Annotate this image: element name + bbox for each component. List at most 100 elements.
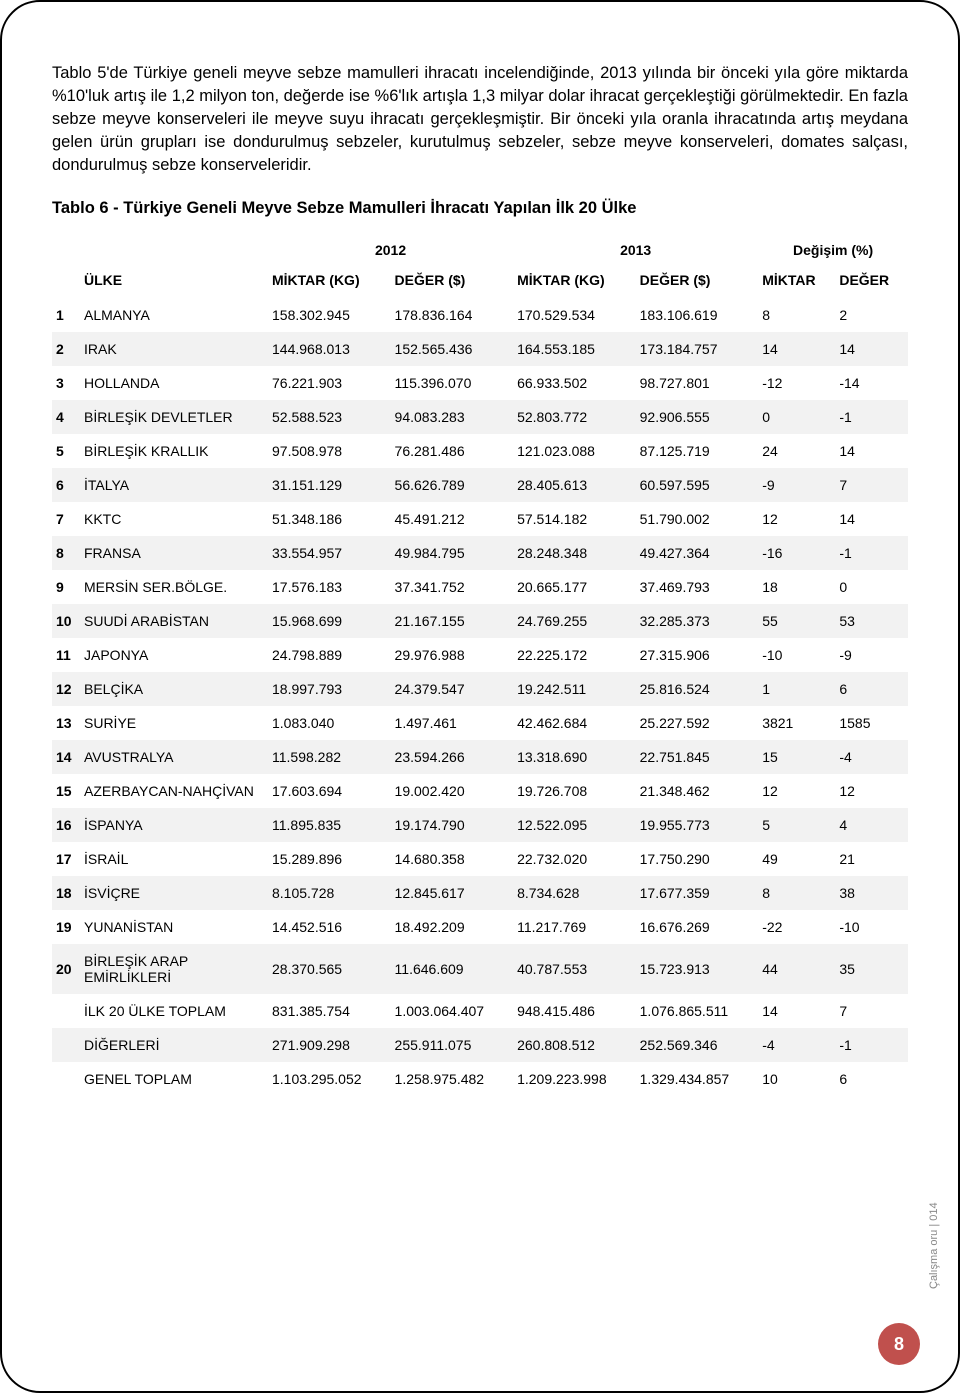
row-qty-2012: 15.289.896: [268, 842, 391, 876]
row-country: MERSİN SER.BÖLGE.: [80, 570, 268, 604]
row-country: ALMANYA: [80, 298, 268, 332]
row-index: 8: [52, 536, 80, 570]
row-index: 9: [52, 570, 80, 604]
row-country: İTALYA: [80, 468, 268, 502]
row-chg-val: 0: [835, 570, 908, 604]
summary-chg-qty: 14: [758, 994, 835, 1028]
summary-qty-2012: 831.385.754: [268, 994, 391, 1028]
summary-qty-2013: 260.808.512: [513, 1028, 636, 1062]
table-row: 1ALMANYA158.302.945178.836.164170.529.53…: [52, 298, 908, 332]
row-chg-val: 35: [835, 944, 908, 994]
table-body: 1ALMANYA158.302.945178.836.164170.529.53…: [52, 298, 908, 1096]
row-chg-val: 21: [835, 842, 908, 876]
row-index: 4: [52, 400, 80, 434]
summary-qty-2013: 1.209.223.998: [513, 1062, 636, 1096]
summary-chg-val: 7: [835, 994, 908, 1028]
row-qty-2013: 24.769.255: [513, 604, 636, 638]
row-val-2012: 76.281.486: [391, 434, 514, 468]
summary-row: İLK 20 ÜLKE TOPLAM831.385.7541.003.064.4…: [52, 994, 908, 1028]
summary-qty-2012: 271.909.298: [268, 1028, 391, 1062]
col-val-2013: DEĞER ($): [636, 264, 759, 298]
row-chg-qty: -12: [758, 366, 835, 400]
row-qty-2012: 33.554.957: [268, 536, 391, 570]
row-chg-val: 14: [835, 502, 908, 536]
row-country: İSVİÇRE: [80, 876, 268, 910]
row-chg-val: 4: [835, 808, 908, 842]
row-val-2013: 27.315.906: [636, 638, 759, 672]
intro-paragraph: Tablo 5'de Türkiye geneli meyve sebze ma…: [52, 62, 908, 177]
row-val-2013: 21.348.462: [636, 774, 759, 808]
table-title: Tablo 6 - Türkiye Geneli Meyve Sebze Mam…: [52, 199, 908, 218]
summary-chg-qty: 10: [758, 1062, 835, 1096]
table-row: 17İSRAİL15.289.89614.680.35822.732.02017…: [52, 842, 908, 876]
table-head: 2012 2013 Değişim (%) ÜLKE MİKTAR (KG) D…: [52, 236, 908, 298]
row-val-2012: 19.002.420: [391, 774, 514, 808]
year-2013: 2013: [513, 236, 758, 264]
row-qty-2013: 22.732.020: [513, 842, 636, 876]
row-val-2013: 32.285.373: [636, 604, 759, 638]
row-chg-val: -10: [835, 910, 908, 944]
table-row: 9MERSİN SER.BÖLGE.17.576.18337.341.75220…: [52, 570, 908, 604]
summary-val-2012: 1.003.064.407: [391, 994, 514, 1028]
row-chg-qty: -16: [758, 536, 835, 570]
row-qty-2012: 31.151.129: [268, 468, 391, 502]
col-val-2012: DEĞER ($): [391, 264, 514, 298]
row-qty-2012: 14.452.516: [268, 910, 391, 944]
row-val-2012: 178.836.164: [391, 298, 514, 332]
row-qty-2013: 52.803.772: [513, 400, 636, 434]
row-qty-2013: 42.462.684: [513, 706, 636, 740]
row-chg-val: 14: [835, 332, 908, 366]
row-index: 20: [52, 944, 80, 994]
row-index: 17: [52, 842, 80, 876]
row-qty-2013: 28.248.348: [513, 536, 636, 570]
row-country: SURİYE: [80, 706, 268, 740]
col-chg-qty: MİKTAR: [758, 264, 835, 298]
row-index: 19: [52, 910, 80, 944]
row-chg-val: 7: [835, 468, 908, 502]
row-chg-qty: 14: [758, 332, 835, 366]
col-qty-2013: MİKTAR (KG): [513, 264, 636, 298]
table-row: 7KKTC51.348.18645.491.21257.514.18251.79…: [52, 502, 908, 536]
row-qty-2012: 17.603.694: [268, 774, 391, 808]
row-val-2012: 12.845.617: [391, 876, 514, 910]
row-qty-2012: 17.576.183: [268, 570, 391, 604]
row-chg-qty: 24: [758, 434, 835, 468]
row-val-2012: 21.167.155: [391, 604, 514, 638]
table-row: 14AVUSTRALYA11.598.28223.594.26613.318.6…: [52, 740, 908, 774]
table-row: 18İSVİÇRE8.105.72812.845.6178.734.62817.…: [52, 876, 908, 910]
row-qty-2012: 18.997.793: [268, 672, 391, 706]
year-header-row: 2012 2013 Değişim (%): [52, 236, 908, 264]
row-val-2013: 98.727.801: [636, 366, 759, 400]
summary-qty-2013: 948.415.486: [513, 994, 636, 1028]
page-number-badge: 8: [878, 1323, 920, 1365]
summary-label: DİĞERLERİ: [80, 1028, 268, 1062]
change-header: Değişim (%): [758, 236, 908, 264]
row-val-2013: 51.790.002: [636, 502, 759, 536]
row-chg-val: 2: [835, 298, 908, 332]
table-row: 12BELÇİKA18.997.79324.379.54719.242.5112…: [52, 672, 908, 706]
row-val-2012: 45.491.212: [391, 502, 514, 536]
row-qty-2012: 51.348.186: [268, 502, 391, 536]
row-val-2012: 152.565.436: [391, 332, 514, 366]
table-row: 13SURİYE1.083.0401.497.46142.462.68425.2…: [52, 706, 908, 740]
row-country: BİRLEŞİK ARAP EMİRLİKLERİ: [80, 944, 268, 994]
row-qty-2013: 13.318.690: [513, 740, 636, 774]
row-val-2012: 1.497.461: [391, 706, 514, 740]
row-index: 1: [52, 298, 80, 332]
col-chg-val: DEĞER: [835, 264, 908, 298]
row-index: 3: [52, 366, 80, 400]
row-chg-val: -1: [835, 536, 908, 570]
row-chg-val: 6: [835, 672, 908, 706]
row-val-2012: 49.984.795: [391, 536, 514, 570]
row-qty-2013: 164.553.185: [513, 332, 636, 366]
row-index: 11: [52, 638, 80, 672]
row-val-2012: 14.680.358: [391, 842, 514, 876]
year-2012: 2012: [268, 236, 513, 264]
table-row: 5BİRLEŞİK KRALLIK97.508.97876.281.486121…: [52, 434, 908, 468]
row-chg-qty: 5: [758, 808, 835, 842]
row-qty-2012: 24.798.889: [268, 638, 391, 672]
row-val-2012: 19.174.790: [391, 808, 514, 842]
table-row: 11JAPONYA24.798.88929.976.98822.225.1722…: [52, 638, 908, 672]
summary-row: GENEL TOPLAM1.103.295.0521.258.975.4821.…: [52, 1062, 908, 1096]
row-chg-qty: 8: [758, 298, 835, 332]
